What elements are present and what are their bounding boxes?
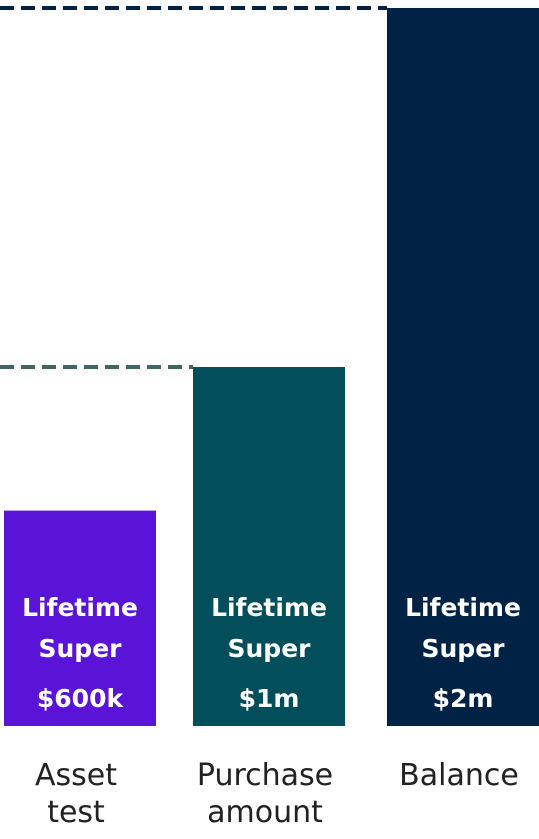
bar-1 — [4, 510, 156, 726]
category-label-1-line-2: test — [47, 795, 105, 830]
bar-label-1-line-2: Super — [39, 634, 123, 663]
bar-label-1-line-1: Lifetime — [22, 593, 138, 622]
bar-label-2-line-3: $1m — [239, 684, 300, 713]
category-label-2-line-2: amount — [207, 795, 323, 830]
bar-labels: Lifetime Super $600k Lifetime Super $1m Lifeti… — [22, 593, 521, 713]
bar-label-3-line-2: Super — [422, 634, 506, 663]
reference-lines — [0, 6, 387, 369]
bar-2 — [193, 367, 345, 726]
bars — [4, 8, 539, 726]
category-label-2-line-1: Purchase — [197, 758, 333, 793]
bar-label-3-line-3: $2m — [433, 684, 494, 713]
bar-label-2-line-1: Lifetime — [211, 593, 327, 622]
bar-label-2-line-2: Super — [228, 634, 312, 663]
bar-label-1-line-3: $600k — [37, 684, 125, 713]
bar-3 — [387, 8, 539, 726]
category-label-1-line-1: Asset — [35, 758, 117, 793]
bar-label-3-line-1: Lifetime — [405, 593, 521, 622]
category-label-3-line-1: Balance — [399, 758, 519, 793]
